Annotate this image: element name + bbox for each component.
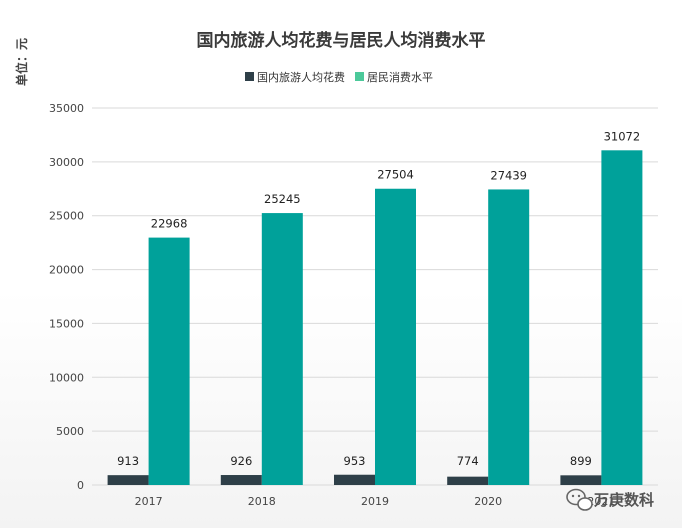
- x-tick-label: 2019: [361, 495, 389, 508]
- x-tick-label: 2018: [248, 495, 276, 508]
- data-label: 774: [457, 454, 479, 468]
- legend-label-consumption: 居民消费水平: [367, 70, 433, 84]
- data-label: 27439: [490, 168, 527, 182]
- y-tick-label: 15000: [49, 317, 84, 330]
- y-axis-ticks: 0 5000 10000 15000 20000 25000 30000 35000: [49, 102, 84, 492]
- watermark: 万庚数科: [566, 488, 654, 511]
- x-tick-label: 2017: [135, 495, 163, 508]
- bar: [148, 237, 190, 485]
- data-label: 31072: [604, 129, 641, 143]
- x-axis-ticks: 2017 2018 2019 2020 2021: [135, 495, 616, 508]
- x-tick-label: 2020: [474, 495, 502, 508]
- data-label: 899: [570, 454, 592, 468]
- legend-label-tourism: 国内旅游人均花费: [257, 70, 345, 84]
- data-label: 25245: [264, 192, 301, 206]
- bar: [375, 188, 416, 486]
- y-tick-label: 25000: [49, 210, 84, 223]
- watermark-text: 万庚数科: [593, 491, 654, 509]
- data-label: 22968: [151, 217, 188, 231]
- y-tick-label: 35000: [49, 102, 84, 115]
- y-axis-unit-label: 单位：元: [14, 38, 29, 86]
- legend: 国内旅游人均花费 居民消费水平: [245, 70, 433, 84]
- x-tick-label: 2021: [587, 495, 615, 508]
- data-label: 913: [117, 454, 139, 468]
- bar: [601, 150, 643, 485]
- y-tick-label: 5000: [56, 425, 84, 438]
- data-label: 953: [344, 454, 366, 468]
- bar: [447, 476, 489, 485]
- y-tick-label: 20000: [49, 264, 84, 277]
- wechat-icon: [566, 488, 593, 511]
- data-label: 27504: [377, 168, 414, 182]
- legend-swatch-consumption: [355, 72, 364, 81]
- y-tick-label: 10000: [49, 371, 84, 384]
- bar: [220, 475, 262, 485]
- bar: [334, 474, 375, 485]
- bars: [107, 150, 643, 486]
- data-labels: 913 22968 926 25245 953 27504 774 27439 899 31072: [117, 129, 640, 468]
- y-tick-label: 0: [77, 479, 84, 492]
- bar: [261, 213, 303, 485]
- data-label: 926: [230, 454, 252, 468]
- chart-title: 国内旅游人均花费与居民人均消费水平: [197, 30, 486, 51]
- y-tick-label: 30000: [49, 156, 84, 169]
- bar: [107, 475, 149, 485]
- bar: [488, 189, 530, 486]
- legend-swatch-tourism: [245, 72, 254, 81]
- bar: [560, 475, 602, 485]
